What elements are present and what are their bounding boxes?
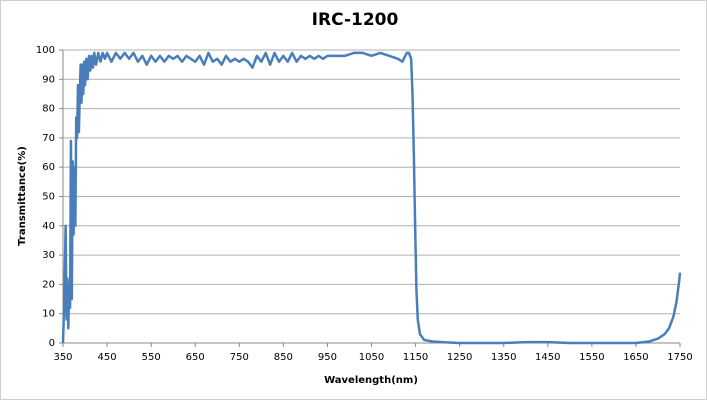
x-tick-label: 1350 <box>491 352 516 363</box>
x-tick-label: 1750 <box>667 352 692 363</box>
x-tick-label: 650 <box>186 352 205 363</box>
y-tick-label: 60 <box>42 162 55 173</box>
y-tick-label: 20 <box>42 279 55 290</box>
y-tick-label: 90 <box>42 74 55 85</box>
chart-title: IRC-1200 <box>312 10 399 30</box>
x-tick-label: 1050 <box>359 352 384 363</box>
x-tick-label: 1550 <box>579 352 604 363</box>
y-tick-label: 30 <box>42 250 55 261</box>
x-tick-label: 1650 <box>623 352 648 363</box>
x-tick-label: 1250 <box>447 352 472 363</box>
y-tick-label: 100 <box>36 45 55 56</box>
x-tick-label: 950 <box>318 352 337 363</box>
data-line <box>61 51 682 345</box>
x-tick-label: 850 <box>274 352 293 363</box>
y-tick-label: 10 <box>42 309 55 320</box>
y-tick-label: 80 <box>42 104 55 115</box>
x-tick-label: 350 <box>53 352 72 363</box>
y-axis-label: Transmittance(%) <box>17 146 28 246</box>
x-axis-label: Wavelength(nm) <box>324 375 418 386</box>
y-tick-label: 50 <box>42 192 55 203</box>
y-tick-label: 0 <box>49 338 55 349</box>
x-tick-label: 450 <box>98 352 117 363</box>
x-tick-label: 550 <box>142 352 161 363</box>
x-tick-label: 1450 <box>535 352 560 363</box>
x-tick-label: 750 <box>230 352 249 363</box>
x-tick-label: 1150 <box>403 352 428 363</box>
y-tick-label: 40 <box>42 221 55 232</box>
y-tick-label: 70 <box>42 133 55 144</box>
